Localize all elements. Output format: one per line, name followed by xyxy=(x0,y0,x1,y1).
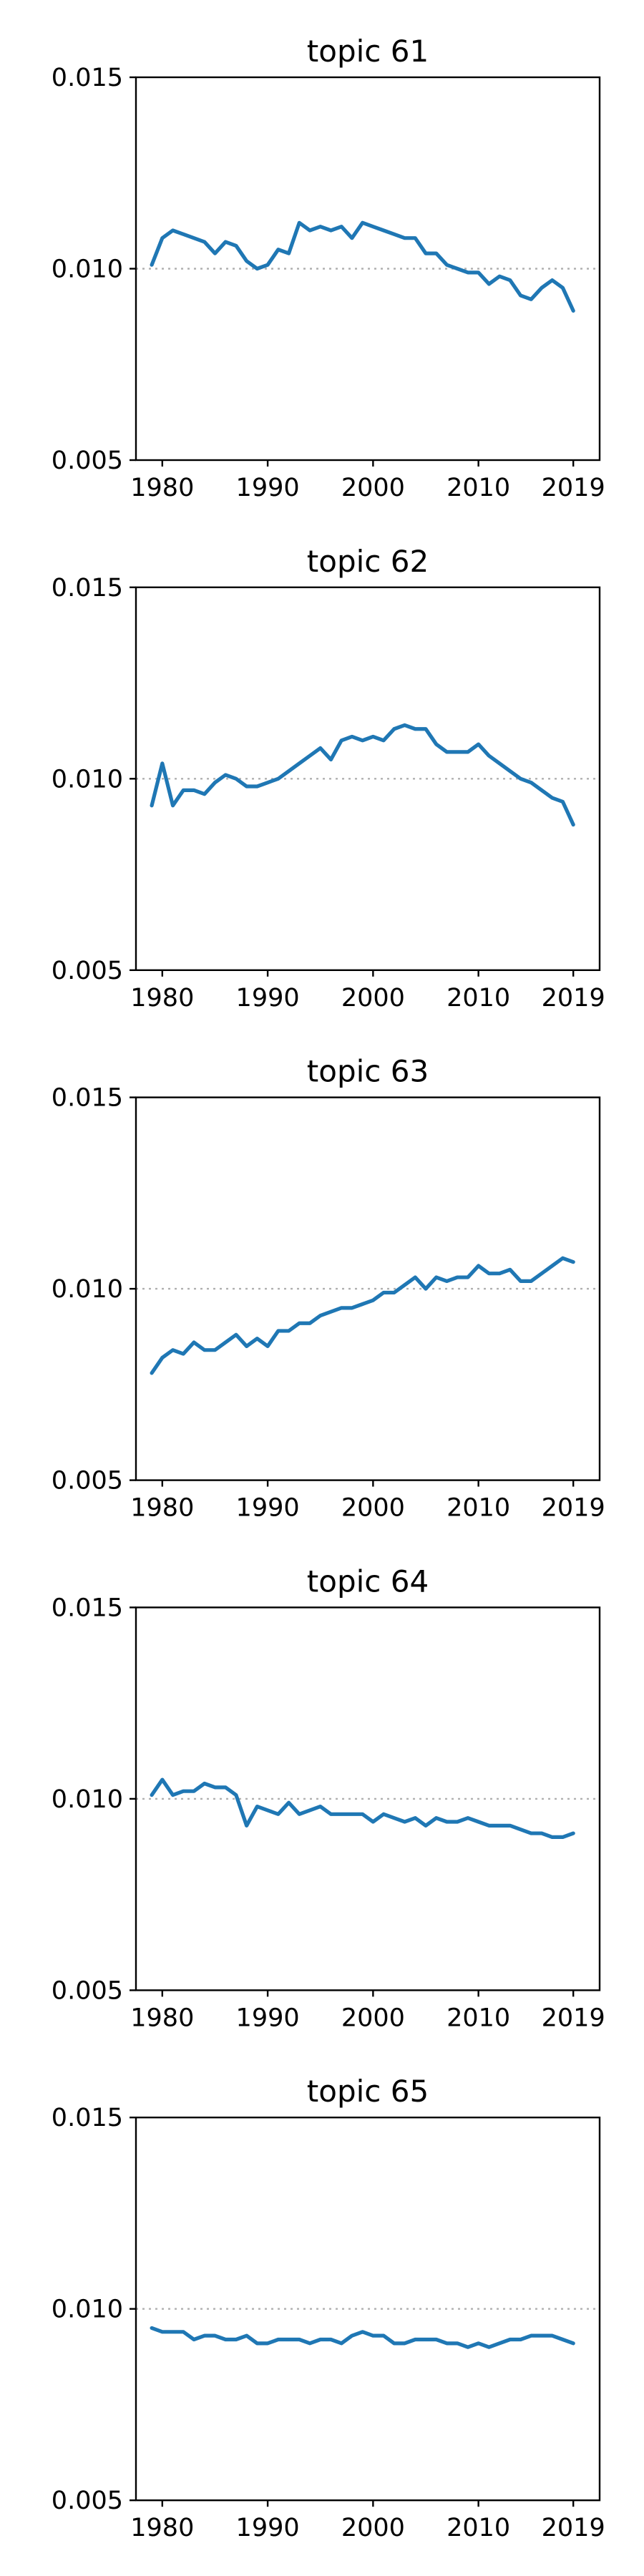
x-tick-label: 1990 xyxy=(236,984,300,1013)
y-tick-label: 0.015 xyxy=(52,574,123,602)
x-tick-label: 2019 xyxy=(542,984,605,1013)
x-tick-label: 1980 xyxy=(130,1494,194,1523)
chart-title: topic 65 xyxy=(307,2074,429,2109)
x-tick-label: 2000 xyxy=(341,474,405,502)
chart-panel-1: topic 61 0.005 0.010 0.015 1980 1990 2000 2010 2… xyxy=(52,34,605,502)
y-tick-label: 0.005 xyxy=(52,447,123,475)
x-tick-label: 1980 xyxy=(130,474,194,502)
series-line xyxy=(150,723,575,827)
x-tick-label: 2019 xyxy=(542,1494,605,1523)
series-line xyxy=(150,1777,575,1839)
x-tick-label: 2000 xyxy=(341,2514,405,2542)
x-tick-label: 1990 xyxy=(236,2514,300,2542)
y-tick-label: 0.015 xyxy=(52,64,123,92)
chart-panel-3: topic 63 0.005 0.010 0.015 1980 1990 2000 2010 2… xyxy=(52,1054,605,1523)
x-tick-label: 2000 xyxy=(341,1494,405,1523)
x-tick-label: 2019 xyxy=(542,474,605,502)
y-tick-label: 0.010 xyxy=(52,765,123,794)
x-tick-label: 2010 xyxy=(447,2514,510,2542)
chart-title: topic 61 xyxy=(307,34,429,69)
y-tick-label: 0.005 xyxy=(52,1976,123,2005)
chart-panel-4: topic 64 0.005 0.010 0.015 1980 1990 2000 2010 2… xyxy=(52,1563,605,2032)
series-line xyxy=(150,2326,575,2349)
chart-title: topic 63 xyxy=(307,1054,429,1089)
x-tick-label: 1990 xyxy=(236,474,300,502)
x-tick-label: 2010 xyxy=(447,984,510,1013)
y-tick-label: 0.010 xyxy=(52,2296,123,2324)
chart-panel-5: topic 65 0.005 0.010 0.015 1980 1990 2000 2010 2… xyxy=(52,2074,605,2542)
y-tick-label: 0.010 xyxy=(52,1275,123,1304)
y-tick-label: 0.005 xyxy=(52,1467,123,1496)
x-tick-label: 2000 xyxy=(341,2004,405,2032)
x-tick-label: 2010 xyxy=(447,474,510,502)
x-tick-label: 1980 xyxy=(130,2514,194,2542)
y-tick-label: 0.010 xyxy=(52,255,123,284)
x-tick-label: 2000 xyxy=(341,984,405,1013)
x-tick-label: 2019 xyxy=(542,2514,605,2542)
chart-title: topic 62 xyxy=(307,544,429,579)
y-tick-label: 0.015 xyxy=(52,2104,123,2132)
chart-panel-2: topic 62 0.005 0.010 0.015 1980 1990 2000 2010 2… xyxy=(52,544,605,1013)
x-tick-label: 1980 xyxy=(130,984,194,1013)
x-tick-label: 2010 xyxy=(447,1494,510,1523)
series-line xyxy=(150,1256,575,1375)
x-tick-label: 2019 xyxy=(542,2004,605,2032)
y-tick-label: 0.015 xyxy=(52,1084,123,1113)
y-tick-label: 0.010 xyxy=(52,1785,123,1814)
chart-title: topic 64 xyxy=(307,1563,429,1599)
x-tick-label: 2010 xyxy=(447,2004,510,2032)
x-tick-label: 1980 xyxy=(130,2004,194,2032)
y-tick-label: 0.005 xyxy=(52,2487,123,2515)
y-tick-label: 0.005 xyxy=(52,957,123,985)
y-tick-label: 0.015 xyxy=(52,1594,123,1622)
series-line xyxy=(150,220,575,313)
x-tick-label: 1990 xyxy=(236,2004,300,2032)
x-tick-label: 1990 xyxy=(236,1494,300,1523)
